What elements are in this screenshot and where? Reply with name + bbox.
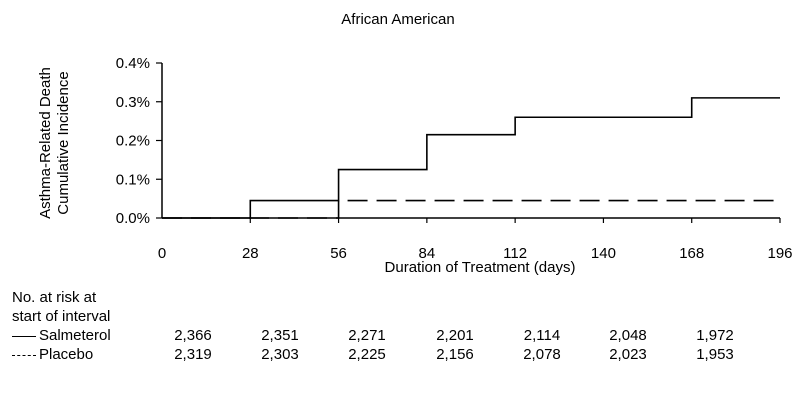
y-tick-label: 0.1% — [116, 171, 150, 188]
risk-row-label: Salmeterol — [12, 326, 111, 345]
x-tick-label: 84 — [419, 245, 436, 262]
series-layer — [162, 97, 780, 219]
risk-cell: 2,303 — [261, 346, 299, 363]
risk-row-label: Placebo — [12, 345, 93, 364]
y-axis-label-line-2: Cumulative Incidence — [55, 71, 72, 214]
y-tick-label: 0.0% — [116, 210, 150, 227]
risk-cell: 2,319 — [174, 346, 212, 363]
risk-cell: 2,078 — [523, 346, 561, 363]
dashed-line-icon — [12, 354, 36, 356]
x-tick-label: 196 — [767, 245, 792, 262]
x-axis-label: Duration of Treatment (days) — [385, 259, 576, 276]
risk-cell: 2,048 — [609, 327, 647, 344]
x-tick-label: 56 — [330, 245, 347, 262]
risk-row-salmeterol: Salmeterol 2,366 2,351 2,271 2,201 2,114 2,048… — [12, 326, 792, 345]
chart: African American Asthma-Related Death Cu… — [37, 11, 793, 276]
risk-cell: 2,023 — [609, 346, 647, 363]
y-tick-label: 0.2% — [116, 133, 150, 150]
risk-table: No. at risk at start of interval Salmete… — [12, 288, 792, 364]
x-ticks: 0 28 56 84 112 140 168 196 — [158, 218, 793, 262]
x-tick-label: 0 — [158, 245, 166, 262]
y-tick-label: 0.4% — [116, 55, 150, 72]
x-tick-label: 28 — [242, 245, 259, 262]
x-tick-label: 112 — [503, 245, 527, 262]
chart-title: African American — [341, 11, 454, 28]
risk-cell: 2,156 — [436, 346, 474, 363]
risk-row-label-text: Placebo — [39, 346, 94, 363]
risk-cell: 1,972 — [696, 327, 734, 344]
risk-cell: 2,351 — [261, 327, 299, 344]
x-tick-label: 140 — [591, 245, 616, 262]
risk-cell: 1,953 — [696, 346, 734, 363]
series-line-salmeterol — [162, 97, 780, 219]
y-axis-label-line-1: Asthma-Related Death — [37, 67, 54, 219]
risk-cell: 2,271 — [348, 327, 386, 344]
risk-table-rows: Salmeterol 2,366 2,351 2,271 2,201 2,114 2,048… — [12, 326, 792, 364]
y-ticks: 0.0% 0.1% 0.2% 0.3% 0.4% — [116, 55, 162, 227]
y-tick-label: 0.3% — [116, 94, 150, 111]
risk-cell: 2,366 — [174, 327, 212, 344]
x-tick-label: 168 — [679, 245, 704, 262]
risk-cell: 2,114 — [523, 327, 561, 344]
series-line-placebo — [162, 199, 780, 219]
risk-row-placebo: Placebo 2,319 2,303 2,225 2,156 2,078 2,023 1,9… — [12, 345, 792, 364]
solid-line-icon — [12, 335, 36, 337]
risk-row-label-text: Salmeterol — [39, 327, 111, 344]
risk-table-header: No. at risk at start of interval — [12, 289, 111, 325]
risk-cell: 2,201 — [436, 327, 474, 344]
risk-cell: 2,225 — [348, 346, 386, 363]
